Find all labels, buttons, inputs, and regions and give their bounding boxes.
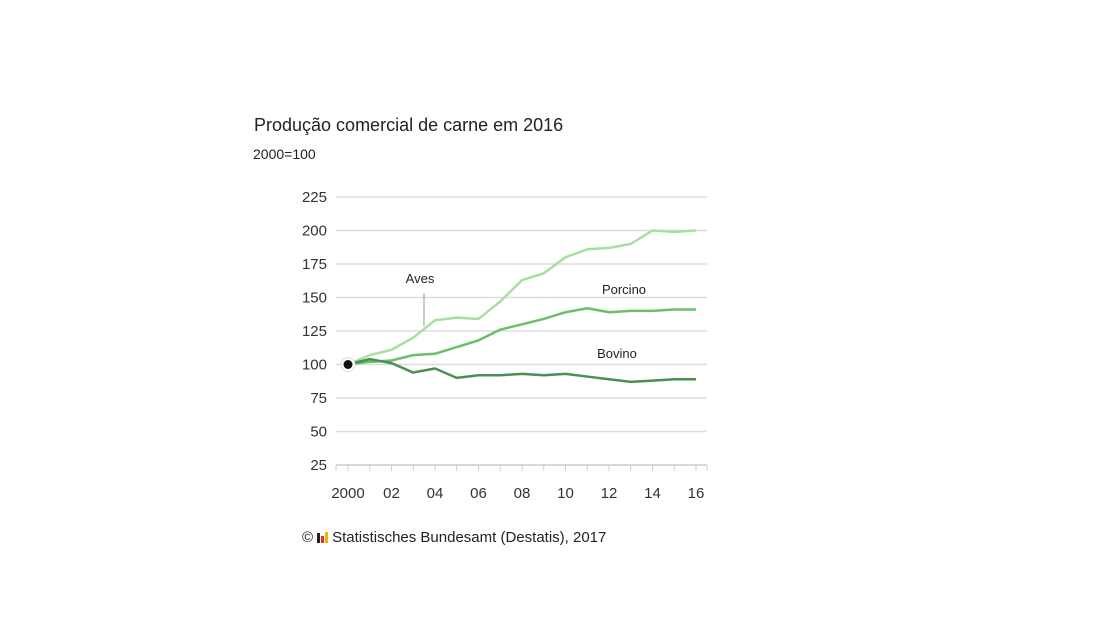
y-tick-label: 75 bbox=[310, 390, 327, 407]
source-text: Statistisches Bundesamt (Destatis), 2017 bbox=[332, 529, 607, 546]
source-credit: © Statistisches Bundesamt (Destatis), 20… bbox=[302, 529, 606, 546]
x-tick-label: 10 bbox=[557, 485, 574, 502]
y-tick-label: 50 bbox=[310, 424, 327, 441]
x-tick-label: 02 bbox=[383, 485, 400, 502]
y-tick-label: 225 bbox=[302, 189, 327, 206]
x-tick-label: 12 bbox=[601, 485, 618, 502]
x-tick-label: 2000 bbox=[331, 485, 364, 502]
x-tick-label: 06 bbox=[470, 485, 487, 502]
chart-subtitle: 2000=100 bbox=[253, 146, 316, 162]
series-line-porcino bbox=[347, 306, 696, 366]
series-line-aves bbox=[347, 229, 697, 366]
series-label-porcino: Porcino bbox=[602, 282, 646, 297]
copyright-symbol: © bbox=[302, 529, 314, 546]
y-tick-label: 200 bbox=[302, 223, 327, 240]
series-line-bovino bbox=[347, 357, 696, 384]
x-tick-label: 04 bbox=[427, 485, 444, 502]
series-label-bovino: Bovino bbox=[597, 346, 637, 361]
x-tick-label: 08 bbox=[514, 485, 531, 502]
x-tick-label: 16 bbox=[688, 485, 705, 502]
base-point-marker bbox=[343, 360, 353, 369]
y-tick-label: 100 bbox=[302, 357, 327, 374]
y-tick-label: 175 bbox=[302, 256, 327, 273]
x-tick-label: 14 bbox=[644, 485, 661, 502]
destatis-logo-icon bbox=[317, 532, 329, 543]
y-tick-label: 125 bbox=[302, 323, 327, 340]
chart-title: Produção comercial de carne em 2016 bbox=[254, 115, 564, 135]
y-tick-label: 25 bbox=[310, 457, 327, 474]
y-tick-label: 150 bbox=[302, 290, 327, 307]
series-label-aves: Aves bbox=[406, 271, 435, 286]
